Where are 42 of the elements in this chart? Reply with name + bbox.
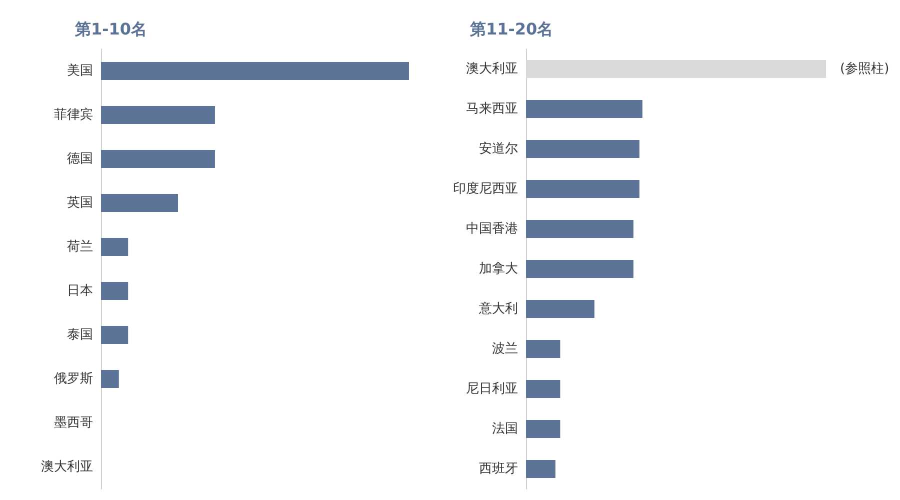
- bar: [526, 340, 560, 358]
- chart-title: 第11-20名: [469, 20, 554, 38]
- bar: [101, 238, 128, 256]
- y-tick-label: 波兰: [492, 342, 518, 356]
- bar: [101, 194, 178, 212]
- y-tick-label: 尼日利亚: [466, 382, 518, 396]
- bar: [526, 260, 634, 278]
- bar: [526, 380, 560, 398]
- annotation: (参照柱): [840, 62, 890, 76]
- y-tick-label: 泰国: [67, 328, 93, 342]
- bar: [526, 100, 642, 118]
- bar: [101, 370, 119, 388]
- bar: [526, 460, 556, 478]
- y-tick-label: 墨西哥: [54, 416, 93, 430]
- y-tick-label: 法国: [492, 422, 518, 436]
- bar: [101, 326, 128, 344]
- y-tick-label: 安道尔: [479, 140, 518, 156]
- bar: [526, 140, 640, 158]
- y-tick-label: 英国: [67, 196, 93, 210]
- y-tick-label: 日本: [67, 284, 93, 298]
- bar: [101, 106, 215, 124]
- bar: [526, 180, 640, 198]
- bar: [526, 220, 634, 238]
- y-tick-label: 中国香港: [466, 222, 518, 236]
- y-tick-label: 意大利: [478, 302, 518, 316]
- y-tick-label: 澳大利亚: [41, 460, 93, 474]
- bar: [526, 300, 594, 318]
- y-tick-label: 德国: [67, 152, 93, 166]
- y-tick-label: 西班牙: [479, 462, 518, 476]
- bar: [101, 282, 128, 300]
- y-tick-label: 荷兰: [67, 240, 93, 254]
- bar: [101, 150, 215, 168]
- y-tick-label: 马来西亚: [466, 102, 518, 116]
- y-tick-label: 菲律宾: [54, 106, 93, 122]
- bar: [526, 420, 560, 438]
- y-tick-label: 美国: [67, 62, 93, 78]
- y-tick-label: 印度尼西亚: [453, 180, 518, 196]
- bar: [101, 62, 409, 80]
- chart-title: 第1-10名: [74, 20, 148, 38]
- y-tick-label: 澳大利亚: [466, 62, 518, 76]
- y-tick-label: 俄罗斯: [54, 372, 93, 386]
- y-tick-label: 加拿大: [479, 262, 518, 276]
